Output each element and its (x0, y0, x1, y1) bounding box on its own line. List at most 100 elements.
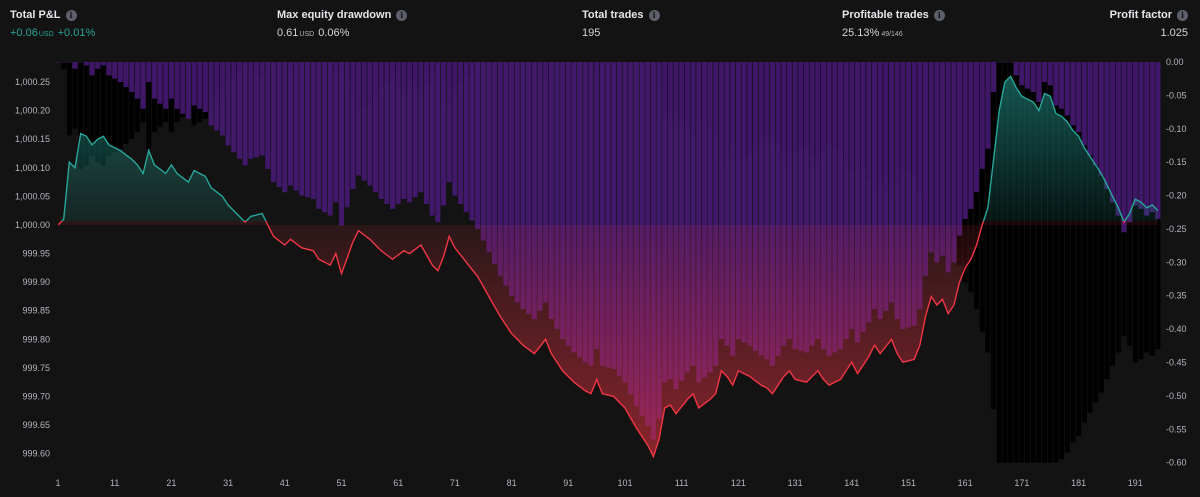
drawdown-bar (89, 62, 95, 76)
drawdown-bar (486, 62, 492, 253)
drawdown-bar (367, 62, 373, 186)
info-icon[interactable]: i (396, 9, 408, 21)
drawdown-bar (344, 62, 350, 208)
drawdown-bar (928, 62, 934, 253)
drawdown-bar (424, 62, 430, 204)
drawdown-bar (373, 62, 379, 193)
drawdown-bar (401, 62, 407, 199)
drawdown-bar (395, 62, 401, 204)
metric-unit: USD (299, 31, 315, 38)
drawdown-bar (599, 62, 605, 366)
drawdown-bar (809, 62, 815, 346)
right-tick-label: -0.45 (1166, 358, 1187, 368)
equity-area-negative (58, 221, 1158, 457)
drawdown-bar (236, 62, 242, 159)
drawdown-bar (667, 62, 673, 380)
runup-bar (1064, 62, 1070, 453)
runup-bar (1059, 62, 1065, 460)
info-icon[interactable]: i (1177, 9, 1188, 21)
runup-bar (1087, 62, 1093, 413)
info-icon[interactable]: i (648, 9, 660, 21)
drawdown-bar (786, 62, 792, 340)
info-icon[interactable]: i (65, 9, 77, 21)
drawdown-bar (701, 62, 707, 378)
metric-total-pnl: Total P&L i +0.06USD +0.01% (10, 9, 95, 39)
drawdown-bar (1098, 62, 1104, 176)
drawdown-bar (752, 62, 758, 351)
drawdown-bar (1070, 62, 1076, 126)
drawdown-bar (792, 62, 798, 350)
metric-max-drawdown: Max equity drawdown i 0.61USD 0.06% (277, 9, 408, 39)
metric-title: Total trades (582, 9, 644, 21)
drawdown-bar (197, 62, 203, 109)
right-tick-label: -0.60 (1166, 458, 1187, 468)
drawdown-bar (480, 62, 486, 241)
drawdown-bar (860, 62, 866, 333)
metric-value: +0.06 (10, 27, 38, 39)
left-tick-label: 999.75 (22, 363, 50, 373)
drawdown-bar (900, 62, 906, 330)
drawdown-bar (917, 62, 923, 310)
drawdown-bar (1149, 62, 1155, 213)
runup-bar (112, 62, 118, 153)
drawdown-bar (554, 62, 560, 330)
drawdown-bar (1053, 62, 1059, 106)
metric-profitable-trades: Profitable trades i 25.13% 49/146 (842, 9, 945, 39)
drawdown-bar (55, 62, 61, 63)
x-tick-label: 191 (1128, 478, 1143, 488)
drawdown-bar (730, 62, 736, 356)
drawdown-bar (798, 62, 804, 351)
drawdown-bar (418, 62, 424, 193)
drawdown-bar (1025, 62, 1031, 89)
drawdown-bar (826, 62, 832, 356)
drawdown-bar (735, 62, 741, 340)
drawdown-bar (741, 62, 747, 343)
drawdown-bar (537, 62, 543, 311)
metric-percent: 0.06% (318, 27, 350, 39)
drawdown-bar (242, 62, 248, 166)
drawdown-bar (968, 62, 974, 209)
drawdown-bar (321, 62, 328, 213)
metric-value: 195 (582, 27, 601, 39)
drawdown-bar (781, 62, 787, 346)
x-tick-label: 31 (223, 478, 233, 488)
drawdown-bar (168, 62, 174, 99)
drawdown-bar (151, 62, 157, 99)
x-tick-label: 61 (393, 478, 403, 488)
metrics-header: Total P&L i +0.06USD +0.01% Max equity dra… (0, 0, 1200, 50)
drawdown-bar (129, 62, 135, 93)
drawdown-bar (934, 62, 940, 263)
drawdown-bar (974, 62, 980, 193)
drawdown-bar (180, 62, 186, 114)
drawdown-bar (1002, 62, 1008, 63)
drawdown-bar (979, 62, 985, 169)
drawdown-bar (985, 62, 991, 149)
drawdown-bar (475, 62, 481, 229)
runup-bar (129, 62, 135, 139)
metric-unit: USD (38, 31, 54, 38)
x-tick-label: 171 (1014, 478, 1029, 488)
drawdown-bar (905, 62, 912, 328)
info-icon[interactable]: i (933, 9, 945, 21)
drawdown-bar (690, 62, 696, 366)
drawdown-bar (548, 62, 554, 320)
drawdown-bar (1059, 62, 1065, 109)
equity-line-negative (58, 221, 1126, 459)
x-tick-label: 101 (617, 478, 632, 488)
right-tick-label: -0.20 (1166, 191, 1187, 201)
runup-bar (1047, 62, 1053, 463)
drawdown-bar (361, 62, 367, 181)
drawdown-bar (78, 62, 84, 63)
drawdown-bar (492, 62, 498, 264)
metric-title: Total P&L (10, 9, 61, 21)
drawdown-bar (355, 62, 362, 176)
drawdown-bar (1138, 62, 1144, 209)
drawdown-bar (514, 62, 520, 303)
drawdown-bar (350, 62, 356, 189)
drawdown-bar (707, 62, 713, 373)
drawdown-bar (616, 62, 622, 376)
drawdown-bar (1155, 62, 1161, 219)
runup-bar (979, 62, 985, 333)
runup-bar (1002, 62, 1008, 463)
